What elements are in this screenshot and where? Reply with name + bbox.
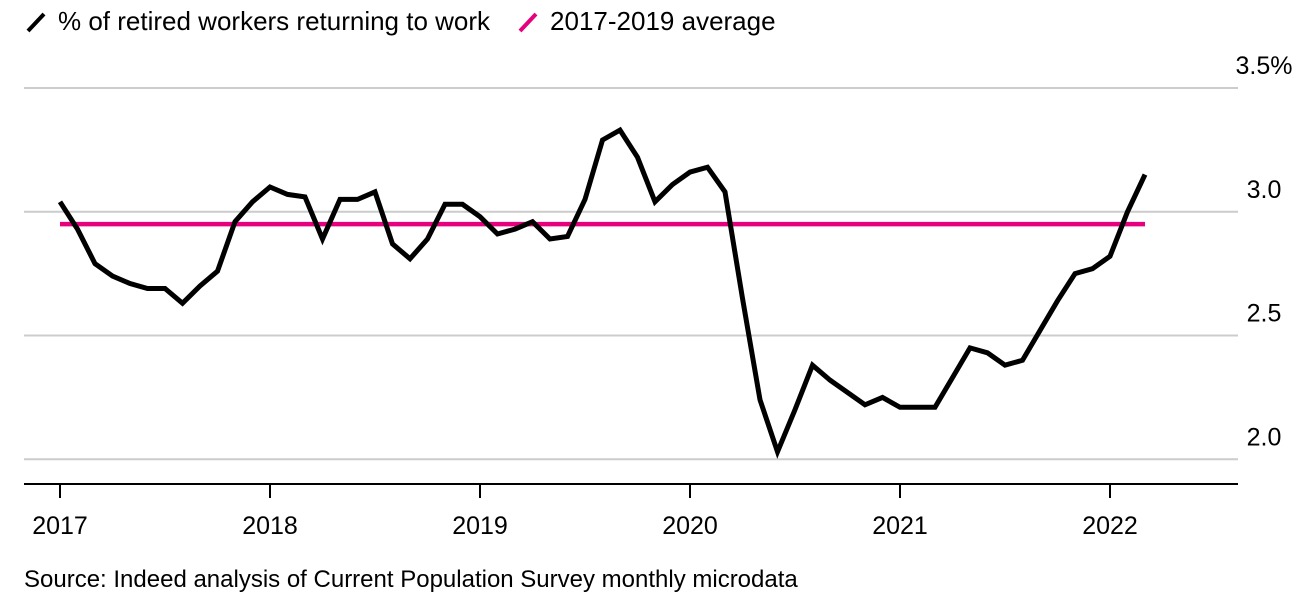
- legend-swatch-black-icon: [26, 12, 46, 32]
- series-line-retired-workers: [57, 126, 1148, 459]
- series-lines: [57, 126, 1148, 459]
- legend-item-average: 2017-2019 average: [516, 6, 776, 37]
- legend-label-retired-workers: % of retired workers returning to work: [58, 6, 491, 36]
- y-tick-label: 3.5%: [1236, 52, 1293, 80]
- legend-label-average: 2017-2019 average: [550, 6, 776, 36]
- legend-swatch-magenta-icon: [518, 12, 538, 32]
- x-tick-label: 2017: [32, 512, 88, 540]
- x-tick-label: 2020: [662, 512, 718, 540]
- legend: % of retired workers returning to work 2…: [24, 6, 802, 37]
- source-note: Source: Indeed analysis of Current Popul…: [24, 566, 798, 593]
- x-tick-label: 2022: [1082, 512, 1138, 540]
- x-axis: 2017 2018 2019 2020 2021 2022: [24, 483, 1238, 540]
- x-tick-label: 2018: [242, 512, 298, 540]
- x-tick-label: 2021: [872, 512, 928, 540]
- x-tick-label: 2019: [452, 512, 508, 540]
- y-tick-label: 2.5: [1247, 300, 1282, 328]
- y-tick-label: 3.0: [1247, 176, 1282, 204]
- y-tick-label: 2.0: [1247, 423, 1282, 451]
- y-axis-labels: 2.0 2.5 3.0 3.5%: [1236, 52, 1293, 451]
- legend-item-retired-workers: % of retired workers returning to work: [24, 6, 490, 37]
